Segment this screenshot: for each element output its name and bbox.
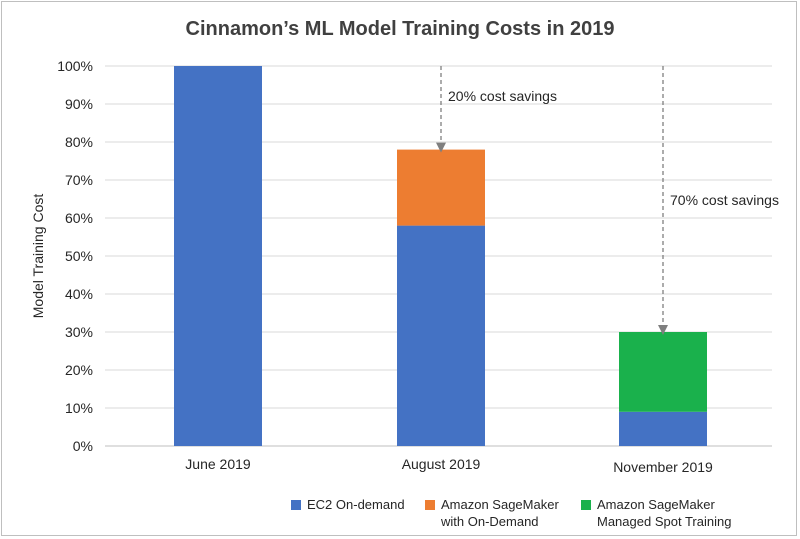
y-tick-label: 30%: [65, 324, 93, 340]
bar-segment: [619, 411, 707, 446]
y-tick-label: 80%: [65, 134, 93, 150]
annotation-label: 20% cost savings: [448, 88, 557, 104]
x-tick-label: November 2019: [613, 459, 713, 475]
y-tick-label: 20%: [65, 362, 93, 378]
y-tick-label: 60%: [65, 210, 93, 226]
legend-swatch: [291, 500, 301, 510]
y-tick-label: 50%: [65, 248, 93, 264]
legend-label: Amazon SageMaker Managed Spot Training: [597, 497, 732, 529]
bar-segment: [619, 332, 707, 412]
y-tick-label: 90%: [65, 96, 93, 112]
y-tick-label: 40%: [65, 286, 93, 302]
legend-swatch: [425, 500, 435, 510]
bar-segment: [174, 66, 262, 446]
annotation-label: 70% cost savings: [670, 192, 779, 208]
x-tick-label: June 2019: [185, 456, 251, 472]
y-tick-label: 10%: [65, 400, 93, 416]
y-tick-label: 0%: [73, 438, 93, 454]
y-tick-label: 70%: [65, 172, 93, 188]
chart-title: Cinnamon’s ML Model Training Costs in 20…: [185, 18, 615, 40]
y-tick-label: 100%: [57, 58, 93, 74]
bar-segment: [397, 149, 485, 226]
x-tick-label: August 2019: [402, 456, 481, 472]
legend-label: Amazon SageMaker with On-Demand: [441, 497, 559, 529]
legend-label: EC2 On-demand: [307, 497, 405, 512]
bar-segment: [397, 225, 485, 446]
legend-swatch: [581, 500, 591, 510]
